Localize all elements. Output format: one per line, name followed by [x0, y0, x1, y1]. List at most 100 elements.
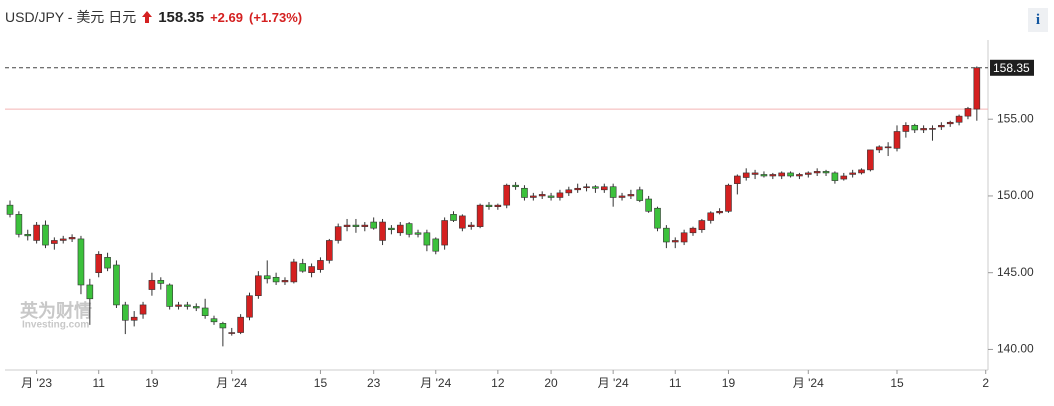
candle-body [512, 184, 519, 188]
info-button[interactable]: i [1028, 8, 1048, 32]
x-tick-label: 月 '24 [793, 376, 824, 390]
candle-body [716, 210, 723, 214]
candle-body [600, 186, 608, 191]
candle-body [148, 280, 156, 290]
candle-body [219, 323, 227, 329]
candle-body [263, 275, 271, 280]
candle-body [201, 307, 209, 316]
candle-body [645, 198, 652, 212]
x-tick-label: 15 [314, 376, 328, 390]
candle-body [104, 257, 111, 269]
candle-body [946, 121, 954, 125]
candle-body [228, 332, 236, 334]
candle-body [565, 189, 573, 194]
candle-body [609, 186, 617, 198]
candle-body [796, 174, 803, 177]
candle-body [734, 175, 741, 184]
candle-body [370, 221, 377, 229]
candle-body [689, 227, 697, 234]
x-tick-label: 15 [890, 376, 904, 390]
candle-body [130, 316, 138, 321]
candle-body [663, 227, 670, 243]
candle-body [361, 224, 369, 227]
x-tick-label: 月 '23 [21, 376, 52, 390]
price-tag [990, 59, 1034, 76]
x-tick-label: 11 [669, 376, 682, 390]
candle-body [33, 224, 40, 241]
candle-body [317, 260, 324, 270]
candle-body [654, 207, 661, 229]
x-tick-label: 月 '24 [216, 376, 247, 390]
candle-body [884, 146, 892, 149]
candle-body [636, 189, 644, 201]
candle-body [299, 263, 307, 272]
candle-body [725, 184, 732, 212]
candle-body [964, 108, 972, 117]
candle-body [769, 174, 777, 177]
candle-body [281, 280, 289, 283]
candle-body [396, 224, 404, 234]
x-tick-label: 11 [92, 376, 105, 390]
candle-body [556, 192, 564, 198]
candle-body [680, 232, 688, 243]
candle-body [95, 253, 102, 273]
x-tick-label: 月 '24 [598, 376, 629, 390]
candle-body [938, 125, 945, 128]
candle-body [583, 186, 590, 189]
watermark: 英为财情 [19, 300, 92, 321]
x-tick-label: 2 [982, 376, 989, 390]
candle-body [414, 232, 422, 235]
candle-body [858, 169, 865, 174]
up-arrow [142, 11, 153, 23]
candle-body [42, 224, 49, 246]
candle-body [751, 172, 759, 175]
candle-body [698, 220, 706, 231]
candle-body [210, 318, 218, 323]
x-tick-label: 20 [544, 376, 558, 390]
candle-body [849, 172, 856, 175]
candle-body [867, 149, 874, 171]
candle-body [813, 171, 821, 174]
candle-body [113, 264, 120, 306]
candle-body [388, 227, 395, 231]
watermark: Investing.com [22, 320, 89, 331]
symbol: USD/JPY - 美元 日元 [5, 9, 137, 25]
candle-body [929, 128, 936, 130]
candle-body [787, 172, 794, 177]
candle-body [432, 238, 440, 252]
candle-body [503, 184, 511, 206]
candle-body [192, 306, 200, 309]
candle-body [441, 220, 448, 246]
candle-body [530, 195, 537, 198]
y-tick-label: 140.00 [997, 342, 1034, 356]
candle-body [494, 204, 502, 207]
x-tick-label: 23 [367, 376, 381, 390]
candle-body [166, 284, 173, 307]
candle-body [59, 238, 67, 241]
candle-body [6, 204, 14, 215]
x-tick-label: 月 '24 [420, 376, 451, 390]
candle-body [618, 195, 626, 198]
candle-body [538, 194, 546, 197]
candle-body [955, 115, 963, 123]
candle-body [822, 171, 830, 174]
candle-body [778, 172, 785, 177]
candle-body [476, 204, 484, 227]
candle-body [184, 304, 191, 307]
candle-body [352, 224, 360, 227]
candle-body [343, 224, 351, 227]
candle-body [68, 237, 76, 240]
candle-body [122, 304, 129, 321]
candle-body [459, 215, 466, 229]
candle-body [521, 187, 528, 198]
candle-body [290, 261, 298, 283]
candle-body [255, 275, 262, 297]
header: USD/JPY - 美元 日元 158.35 +2.69 (+1.73%) [5, 7, 302, 27]
candle-body [175, 304, 182, 307]
change-pct: (+1.73%) [249, 9, 303, 25]
candle-body [379, 221, 386, 241]
candle-body [24, 234, 32, 237]
candle-body [742, 172, 750, 178]
